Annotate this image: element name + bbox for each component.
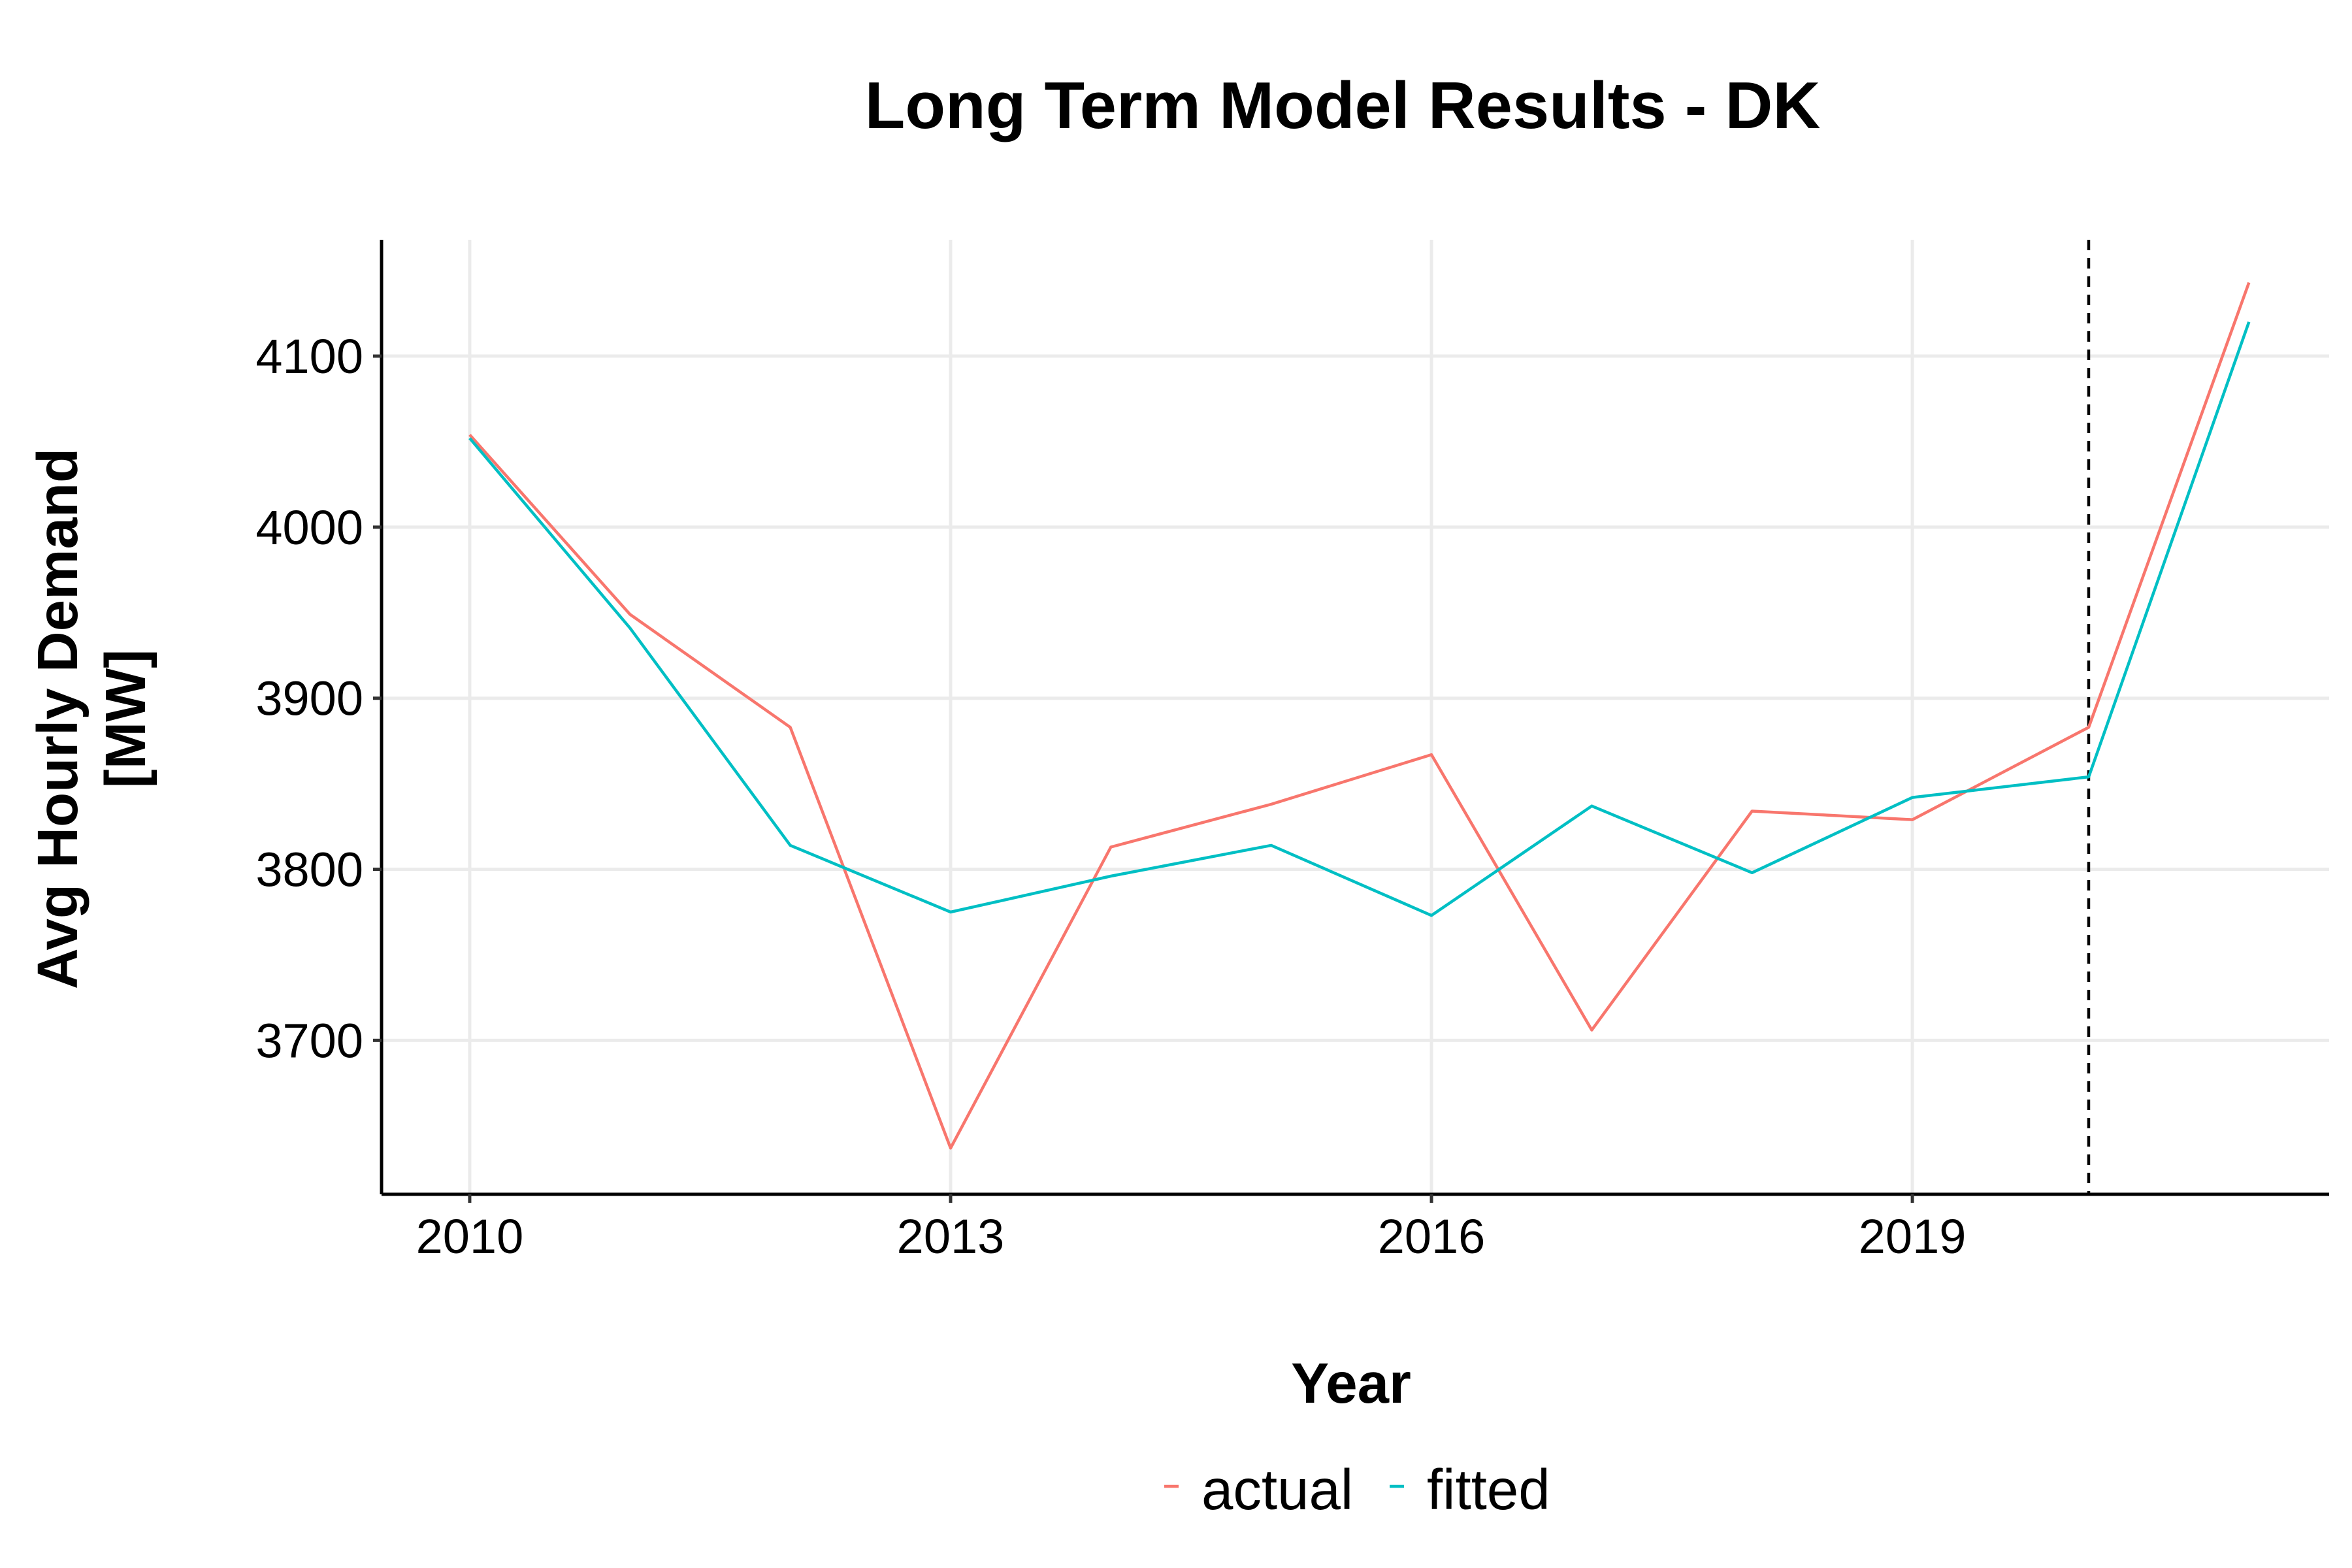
legend-label-actual: actual xyxy=(1201,1458,1353,1522)
x-tick-label: 2010 xyxy=(416,1209,524,1264)
x-tick-label: 2013 xyxy=(897,1209,1005,1264)
y-tick-label: 3700 xyxy=(255,1013,363,1068)
legend: actual fitted xyxy=(1164,1458,1550,1522)
series-line-actual xyxy=(468,282,2251,1150)
x-tick-label: 2019 xyxy=(1859,1209,1967,1264)
x-axis-ticks: 2010 2013 2016 2019 xyxy=(416,1194,1967,1264)
x-axis-title: Year xyxy=(1291,1352,1411,1415)
chart-title: Long Term Model Results - DK xyxy=(865,69,1821,142)
x-tick-label: 2016 xyxy=(1378,1209,1486,1264)
y-axis-ticks: 3700 3800 3900 4000 4100 xyxy=(255,329,382,1068)
legend-label-fitted: fitted xyxy=(1427,1458,1550,1522)
y-axis-title-line-1: Avg Hourly Demand xyxy=(26,448,90,989)
series-layer xyxy=(468,282,2251,1150)
y-tick-label: 4000 xyxy=(255,500,363,555)
y-tick-label: 4100 xyxy=(255,329,363,384)
series-line-fitted xyxy=(468,321,2251,917)
grid xyxy=(382,240,2329,1194)
y-axis-title-line-2: [MW] xyxy=(94,649,157,789)
y-axis-title: Avg Hourly Demand [MW] xyxy=(26,448,157,989)
y-tick-label: 3800 xyxy=(255,843,363,897)
y-tick-label: 3900 xyxy=(255,672,363,726)
